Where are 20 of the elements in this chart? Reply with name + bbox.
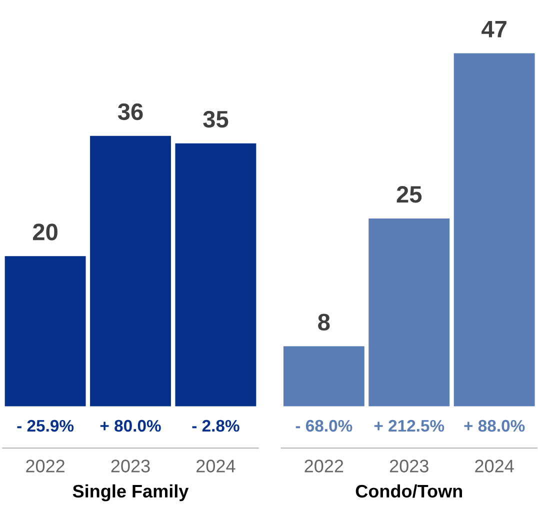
data-label: 35	[203, 110, 228, 128]
x-tick-label: 2024	[196, 460, 236, 472]
x-axis-title: Condo/Town	[356, 484, 462, 498]
data-label: 8	[318, 314, 330, 331]
x-tick-label: 2023	[111, 460, 150, 472]
text: - 2.8%	[192, 420, 240, 432]
text: - 68.0%	[296, 420, 352, 432]
x-tick-label: 2023	[390, 460, 428, 472]
x-axis-title: Single Family	[72, 484, 189, 502]
text: + 80.0%	[100, 420, 161, 432]
x-tick-label: 2024	[475, 460, 514, 472]
text: - 25.9%	[17, 420, 74, 432]
x-tick-label: 2022	[304, 460, 344, 472]
data-label: 36	[118, 103, 143, 120]
x-tick-label: 2022	[26, 460, 64, 472]
data-label: 25	[396, 186, 422, 203]
text: + 212.5%	[374, 420, 444, 432]
text: + 88.0%	[464, 420, 525, 432]
data-label: 47	[482, 20, 506, 38]
data-label: 20	[32, 224, 58, 240]
